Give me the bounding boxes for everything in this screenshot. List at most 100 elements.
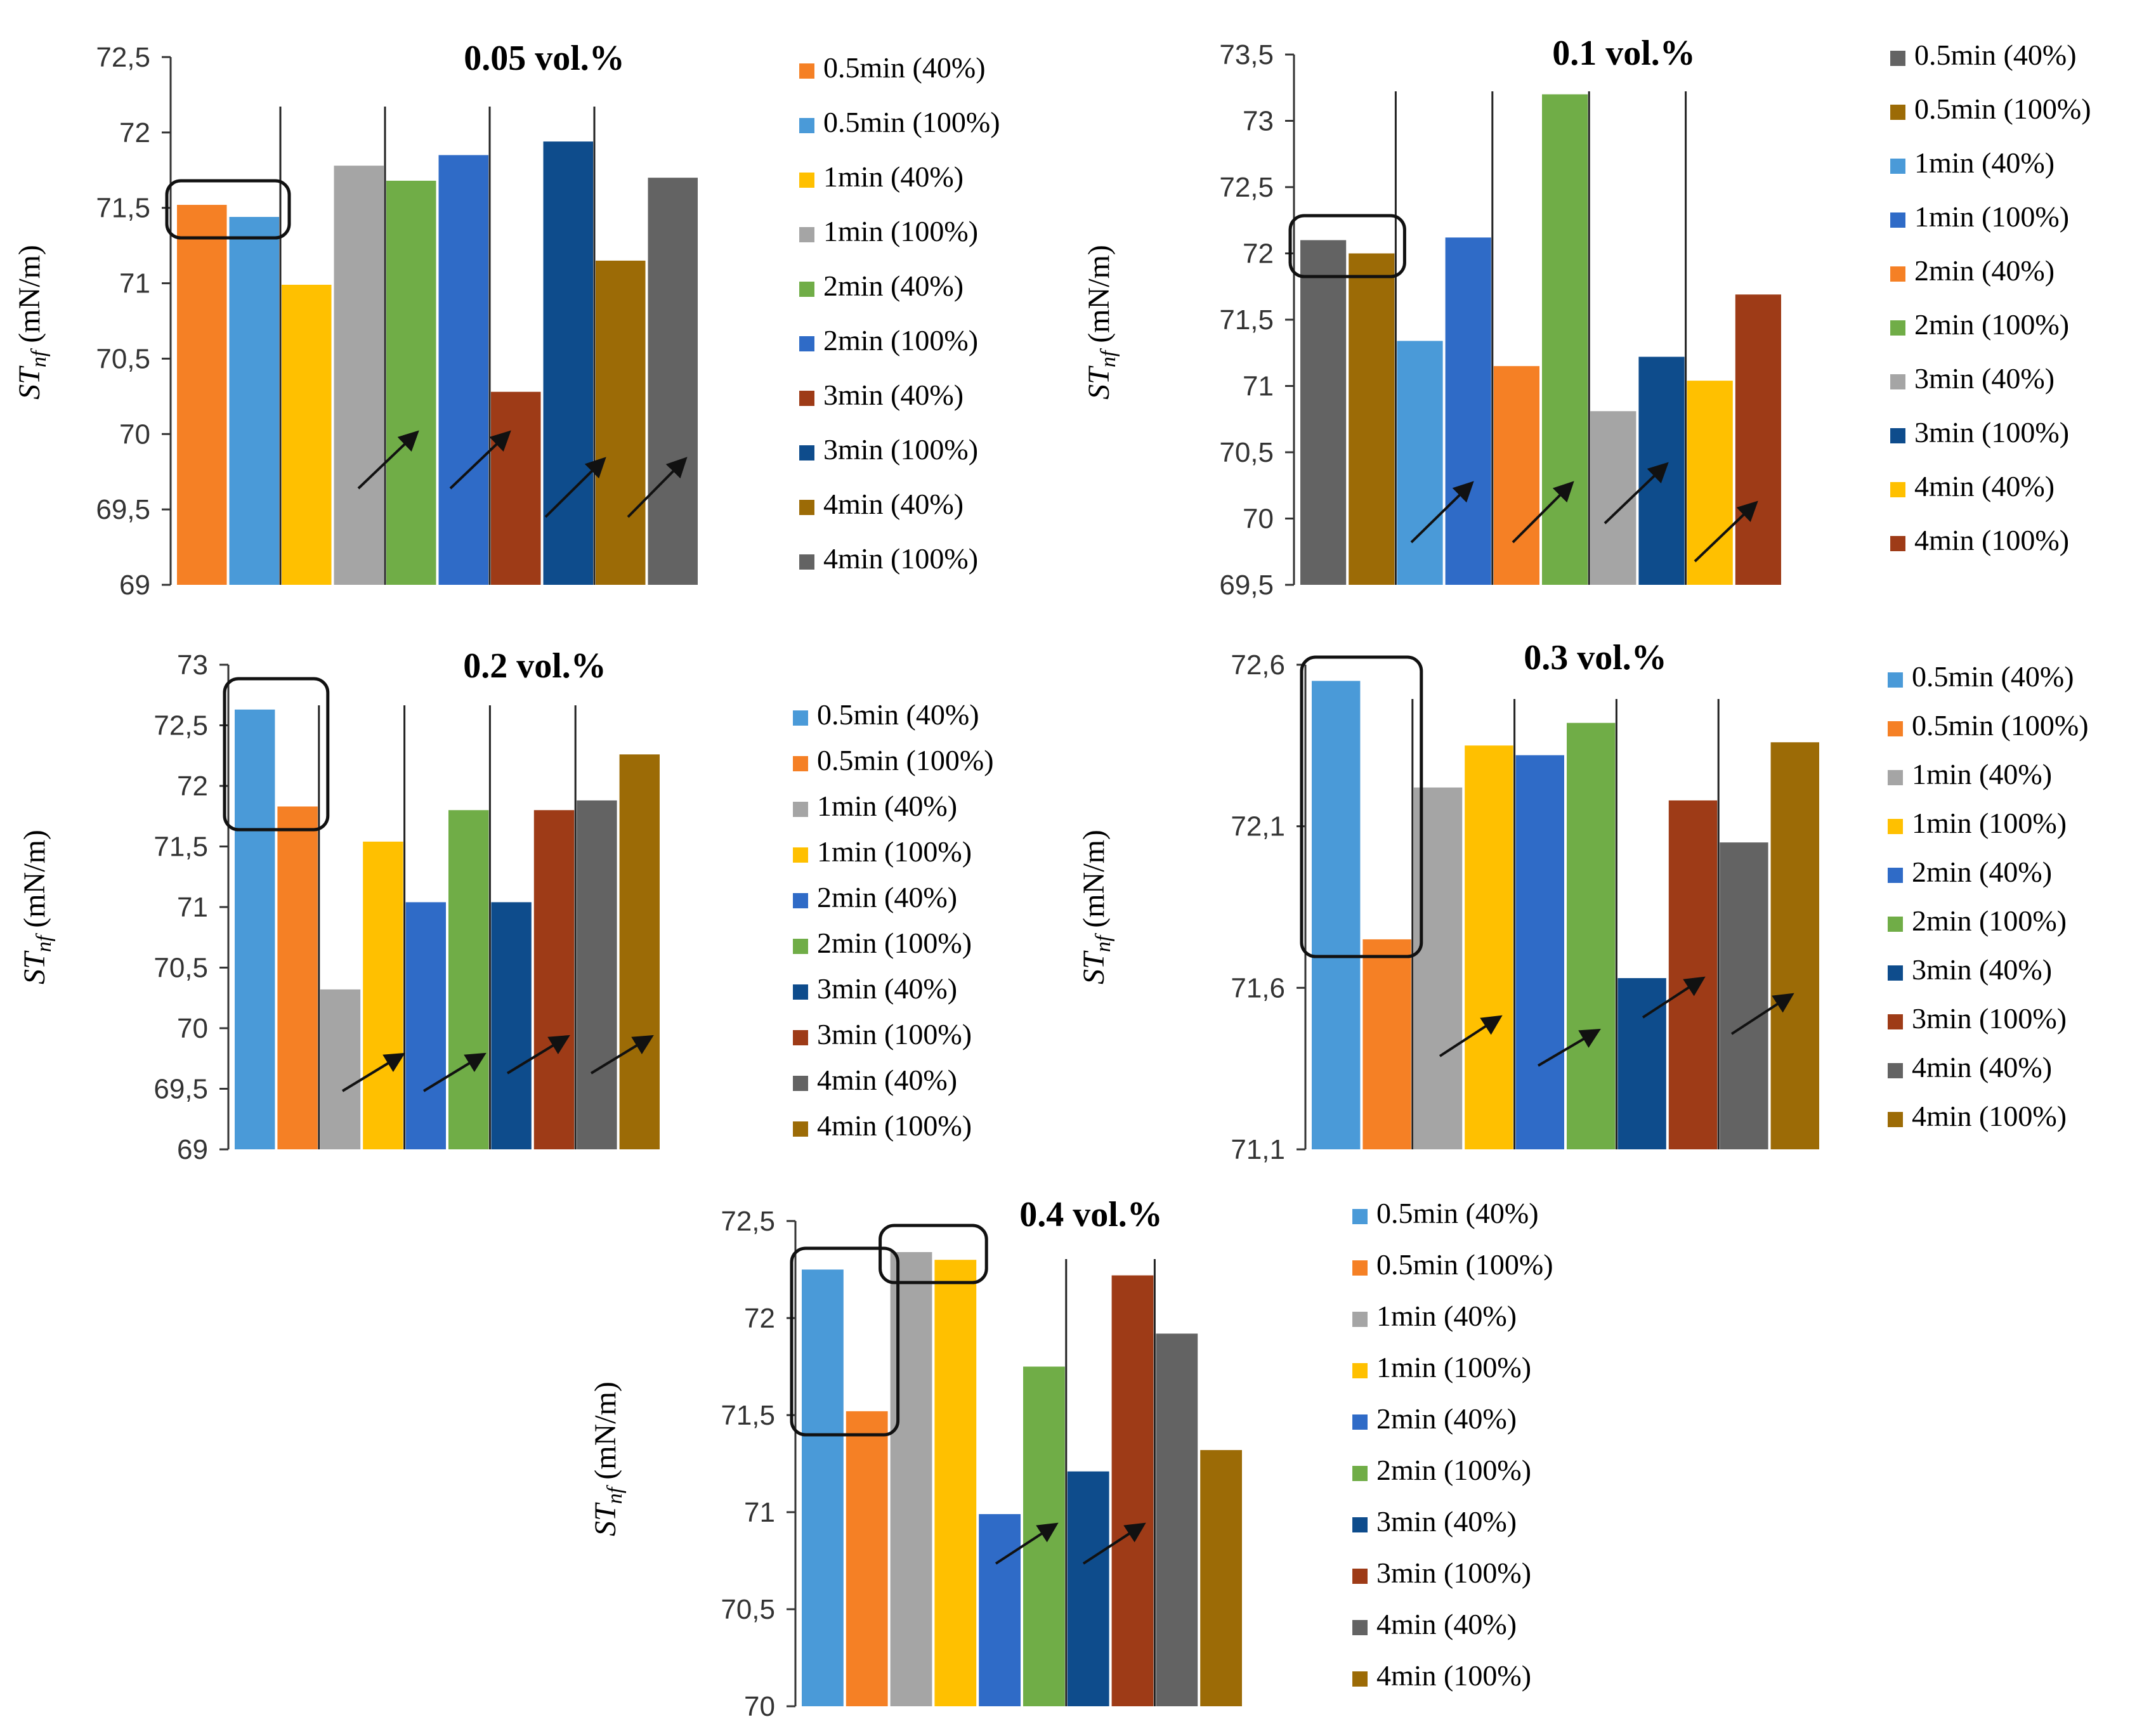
legend-swatch [1890, 536, 1905, 551]
legend-swatch [1352, 1260, 1368, 1276]
trend-arrow [627, 457, 688, 518]
legend-label: 4min (100%) [817, 1109, 972, 1142]
bar [596, 260, 646, 585]
legend-swatch [1352, 1312, 1368, 1327]
highlight-box [879, 1224, 988, 1284]
legend-swatch [1890, 428, 1905, 443]
trend-arrow [590, 1035, 654, 1075]
legend-swatch [1888, 819, 1903, 834]
legend-label: 0.5min (100%) [817, 744, 994, 776]
legend-label: 3min (100%) [817, 1018, 972, 1050]
bar [543, 141, 593, 585]
y-tick-label: 70,5 [154, 953, 208, 984]
legend-label: 2min (40%) [817, 881, 957, 913]
legend-swatch [1888, 721, 1903, 736]
legend-swatch [793, 1030, 808, 1045]
y-tick-label: 70,5 [1219, 437, 1274, 468]
bar [448, 810, 489, 1149]
legend-label: 0.5min (40%) [817, 698, 979, 731]
y-axis-label-sub: nf [27, 348, 51, 367]
bar [235, 709, 275, 1149]
bar [1567, 722, 1616, 1149]
bar [277, 806, 318, 1149]
legend-label: 1min (100%) [817, 835, 972, 868]
bar [1300, 240, 1347, 585]
legend-label: 3min (40%) [1376, 1505, 1517, 1538]
legend-swatch [1888, 1112, 1903, 1127]
legend-swatch [1888, 1014, 1903, 1029]
chart-panel-1: 0.1 vol.% 69,5 70 70,5 71 71,5 72 72,5 73 73,5 STn… [1082, 34, 2091, 601]
y-tick-label: 73 [1243, 106, 1274, 137]
legend-swatch [1888, 917, 1903, 932]
legend-label: 4min (40%) [823, 488, 964, 520]
chart-panel-0: 0.05 vol.% 69 69,5 70 70,5 71 71,5 72 72,5 STnf (… [13, 39, 1000, 601]
y-tick-label: 72 [744, 1303, 775, 1334]
legend-label: 1min (40%) [817, 790, 957, 822]
y-tick-label: 71,5 [721, 1400, 775, 1431]
bar [1687, 381, 1733, 585]
legend-label: 1min (40%) [823, 160, 964, 193]
highlight-box [223, 677, 330, 832]
legend-swatch [1890, 159, 1905, 174]
highlight-box [790, 1246, 900, 1437]
legend-label: 0.5min (40%) [823, 51, 986, 84]
y-tick-label: 70 [119, 419, 150, 450]
legend-label: 4min (40%) [1912, 1051, 2052, 1083]
legend-swatch [1352, 1517, 1368, 1532]
y-axis-label: STnf (mN/m) [1082, 245, 1120, 400]
legend-label: 1min (40%) [1914, 147, 2055, 179]
bar [363, 841, 403, 1149]
legend-label: 2min (100%) [823, 324, 978, 356]
bar [1720, 842, 1768, 1149]
chart-title: 0.1 vol.% [1552, 34, 1695, 73]
legend-label: 3min (40%) [823, 379, 964, 411]
y-tick-label: 73 [177, 650, 208, 681]
legend-label: 4min (100%) [1912, 1100, 2067, 1132]
y-tick-label: 71,6 [1231, 972, 1285, 1003]
bar [1770, 742, 1819, 1149]
legend-swatch [799, 173, 814, 188]
legend-label: 3min (100%) [823, 433, 978, 466]
legend-label: 2min (100%) [1914, 308, 2069, 341]
legend-label: 3min (40%) [1914, 362, 2055, 395]
trend-arrow [341, 1052, 405, 1092]
y-tick-label: 72,5 [1219, 172, 1274, 203]
bar [438, 155, 488, 585]
trend-arrow [1439, 1015, 1503, 1057]
legend-swatch [793, 1121, 808, 1137]
legend-swatch [799, 391, 814, 406]
trend-arrow [357, 430, 419, 490]
bar [1542, 94, 1588, 585]
legend-swatch [1352, 1414, 1368, 1430]
legend-swatch [1890, 374, 1905, 389]
y-axis-label-unit: (mN/m) [18, 830, 51, 936]
y-axis-label-main: ST [13, 365, 46, 400]
trend-arrow [1410, 481, 1474, 544]
legend-label: 4min (100%) [1914, 524, 2069, 556]
bar [491, 902, 532, 1149]
legend-label: 0.5min (40%) [1912, 660, 2074, 693]
legend-label: 1min (100%) [1912, 807, 2067, 839]
legend-label: 3min (40%) [817, 972, 957, 1005]
highlight-box [1288, 214, 1406, 278]
legend-swatch [1888, 1063, 1903, 1078]
legend-label: 3min (100%) [1912, 1002, 2067, 1035]
legend-label: 2min (100%) [1912, 905, 2067, 937]
legend-label: 0.5min (100%) [1912, 709, 2089, 741]
legend-swatch [1890, 212, 1905, 228]
chart-title: 0.3 vol.% [1524, 638, 1667, 677]
legend-label: 4min (40%) [1914, 470, 2055, 502]
y-tick-label: 71,5 [96, 193, 150, 224]
legend-swatch [799, 445, 814, 461]
legend-label: 1min (100%) [823, 215, 978, 247]
legend-swatch [799, 336, 814, 351]
y-axis-label-unit: (mN/m) [1077, 830, 1111, 936]
legend-swatch [793, 984, 808, 1000]
bar [386, 180, 436, 585]
legend-swatch [1352, 1363, 1368, 1378]
y-tick-label: 69 [119, 570, 150, 601]
trend-arrow [1642, 976, 1706, 1019]
y-tick-label: 70 [744, 1691, 775, 1722]
legend-swatch [799, 500, 814, 515]
bar [846, 1411, 888, 1706]
